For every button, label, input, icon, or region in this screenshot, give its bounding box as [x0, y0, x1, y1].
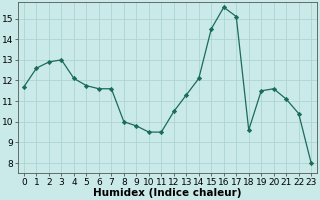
X-axis label: Humidex (Indice chaleur): Humidex (Indice chaleur) [93, 188, 242, 198]
